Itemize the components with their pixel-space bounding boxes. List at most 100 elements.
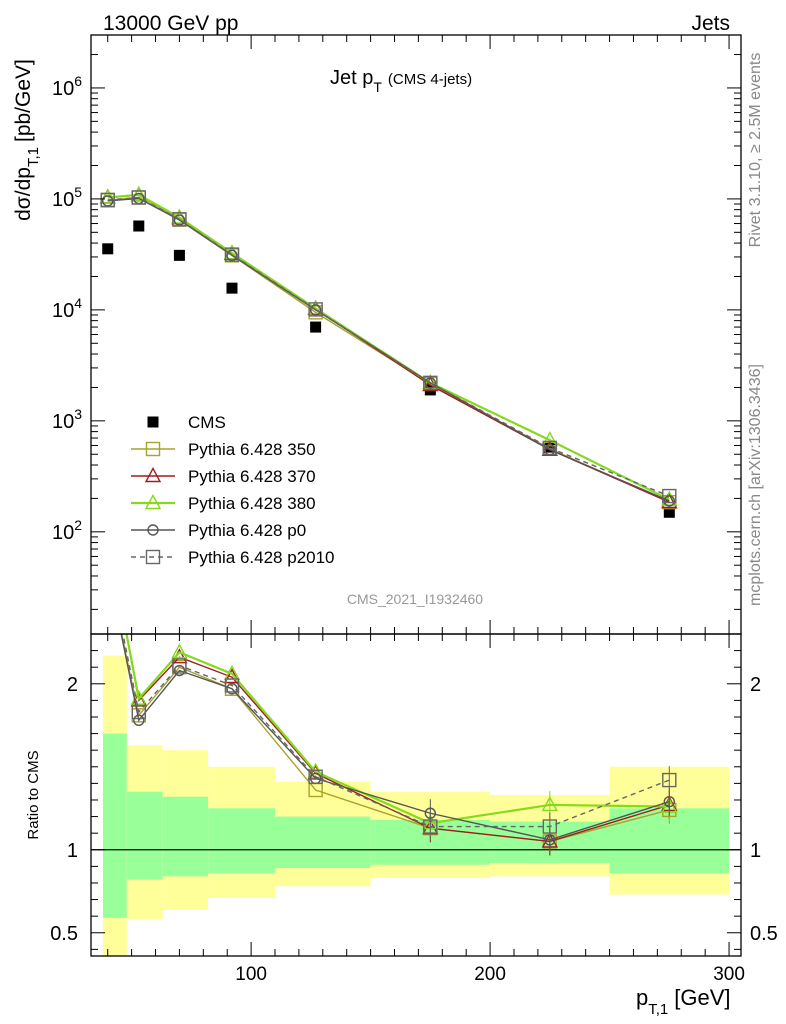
legend-marker-2 [144, 467, 162, 483]
ratio-series [120, 634, 678, 856]
ratio-line-2 [125, 634, 670, 825]
legend-marker-1 [145, 441, 161, 457]
main-point-0-1 [133, 220, 145, 232]
legend-label-1: Pythia 6.428 350 [188, 440, 316, 459]
main-ytick-label-2: 104 [52, 295, 82, 322]
band-green-0 [102, 733, 127, 918]
ratio-ytick-label-left-2: 2 [67, 674, 78, 696]
ratio-ytick-label-right-2: 2 [750, 674, 761, 696]
main-point-0-3 [226, 282, 238, 294]
ratio-frame [90, 633, 742, 957]
x-axis-label-unit: [GeV] [674, 985, 730, 1010]
ratio-ytick-label-left-0: 0.5 [50, 923, 78, 945]
ratio-ytick-label-right-1: 1 [750, 840, 761, 862]
side-label-top: Rivet 3.1.10, ≥ 2.5M events [747, 53, 764, 248]
main-ytick-exp-3: 5 [74, 184, 82, 200]
x-tick-label-1: 200 [474, 964, 506, 985]
x-axis-label-sub: T,1 [648, 1001, 668, 1018]
main-point-5-2 [172, 212, 187, 227]
legend-label-3: Pythia 6.428 380 [188, 494, 316, 513]
main-ytick-base-3: 10 [52, 189, 74, 211]
legend-label-0: CMS [188, 413, 226, 432]
main-point-3-6 [541, 431, 558, 447]
main-series [99, 185, 678, 518]
ratio-ytick-label-right-0: 0.5 [750, 923, 778, 945]
legend-marker-5 [145, 549, 161, 565]
main-point-3-1 [130, 185, 147, 201]
main-point-0-2 [173, 249, 185, 261]
main-ytick-exp-0: 2 [74, 517, 82, 533]
main-ytick-exp-1: 3 [74, 406, 82, 422]
ratio-point-4-6 [542, 819, 558, 834]
main-ytick-base-2: 10 [52, 300, 74, 322]
main-point-0-0 [102, 243, 114, 255]
main-point-4-4 [309, 304, 322, 316]
main-ylabel-unit: [pb/GeV] [12, 59, 35, 142]
main-ylabel: dσ/dpT,1 [pb/GeV] [12, 59, 42, 221]
main-ylabel-sub: T,1 [25, 147, 42, 167]
main-point-4-2 [173, 214, 186, 226]
ratio-point-3-7 [663, 795, 676, 808]
main-point-4-3 [226, 249, 238, 262]
header-left: 13000 GeV pp [103, 12, 238, 35]
ratio-point-3-3 [226, 683, 238, 695]
x-axis-label-main: p [636, 985, 648, 1010]
ratio-point-2-2 [171, 643, 188, 659]
main-point-0-6 [544, 441, 556, 453]
main-ytick-exp-4: 6 [74, 73, 82, 89]
ratio-point-4-2 [172, 658, 187, 673]
x-tick-label-0: 100 [235, 964, 267, 985]
main-ytick-base-1: 10 [52, 411, 74, 433]
analysis-id: CMS_2021_I1932460 [347, 591, 483, 607]
header-right: Jets [691, 12, 730, 35]
plot-title-main: Jet p [330, 67, 373, 89]
legend-marker-4 [147, 524, 159, 536]
main-point-5-6 [542, 440, 558, 456]
plot-title-extra: (CMS 4-jets) [388, 71, 472, 88]
ratio-ytick-label-left-1: 1 [67, 840, 78, 862]
legend-marker-0 [147, 416, 159, 428]
x-tick-label-2: 300 [713, 964, 745, 985]
main-point-5-1 [131, 190, 146, 205]
main-ytick-label-1: 103 [52, 406, 82, 433]
ratio-ylabel: Ratio to CMS [25, 750, 42, 839]
ratio-point-1-3 [223, 668, 241, 684]
ratio-point-4-4 [308, 769, 323, 784]
ratio-point-4-5 [423, 819, 438, 834]
main-ytick-label-0: 102 [52, 517, 82, 544]
main-point-0-7 [663, 506, 675, 518]
ratio-line-1 [125, 634, 670, 843]
plot-title: Jet pT (CMS 4-jets) [330, 67, 472, 95]
band-green-1 [126, 791, 163, 880]
main-point-2-7 [661, 493, 678, 509]
main-point-4-5 [424, 377, 437, 389]
main-point-5-5 [423, 375, 438, 391]
legend-label-4: Pythia 6.428 p0 [188, 521, 306, 540]
band-green-4 [275, 816, 371, 869]
main-ytick-label-4: 106 [52, 73, 82, 100]
legend-label-2: Pythia 6.428 370 [188, 467, 316, 486]
legend-label-5: Pythia 6.428 p2010 [188, 548, 335, 567]
main-point-0-4 [310, 321, 322, 333]
main-point-5-4 [308, 302, 323, 317]
legend-marker-3 [144, 494, 162, 510]
band-green-2 [162, 796, 209, 877]
ratio-point-2-6 [541, 795, 558, 812]
main-ytick-base-4: 10 [52, 78, 74, 100]
main-ytick-base-0: 10 [52, 522, 74, 544]
ratio-point-4-7 [662, 772, 677, 788]
side-label-bottom: mcplots.cern.ch [arXiv:1306.3436] [747, 364, 764, 606]
ratio-line-4 [122, 634, 670, 828]
main-ylabel-main: dσ/dp [12, 167, 35, 221]
main-point-5-3 [224, 247, 240, 262]
plot-title-sub: T [373, 79, 382, 95]
main-point-5-0 [100, 192, 115, 208]
ratio-point-3-1 [133, 714, 145, 727]
band-green-3 [208, 808, 276, 874]
ratio-point-2-1 [130, 689, 147, 705]
ratio-point-4-1 [131, 704, 146, 720]
main-frame [90, 34, 742, 635]
x-axis-label: pT,1 [GeV] [636, 985, 731, 1018]
